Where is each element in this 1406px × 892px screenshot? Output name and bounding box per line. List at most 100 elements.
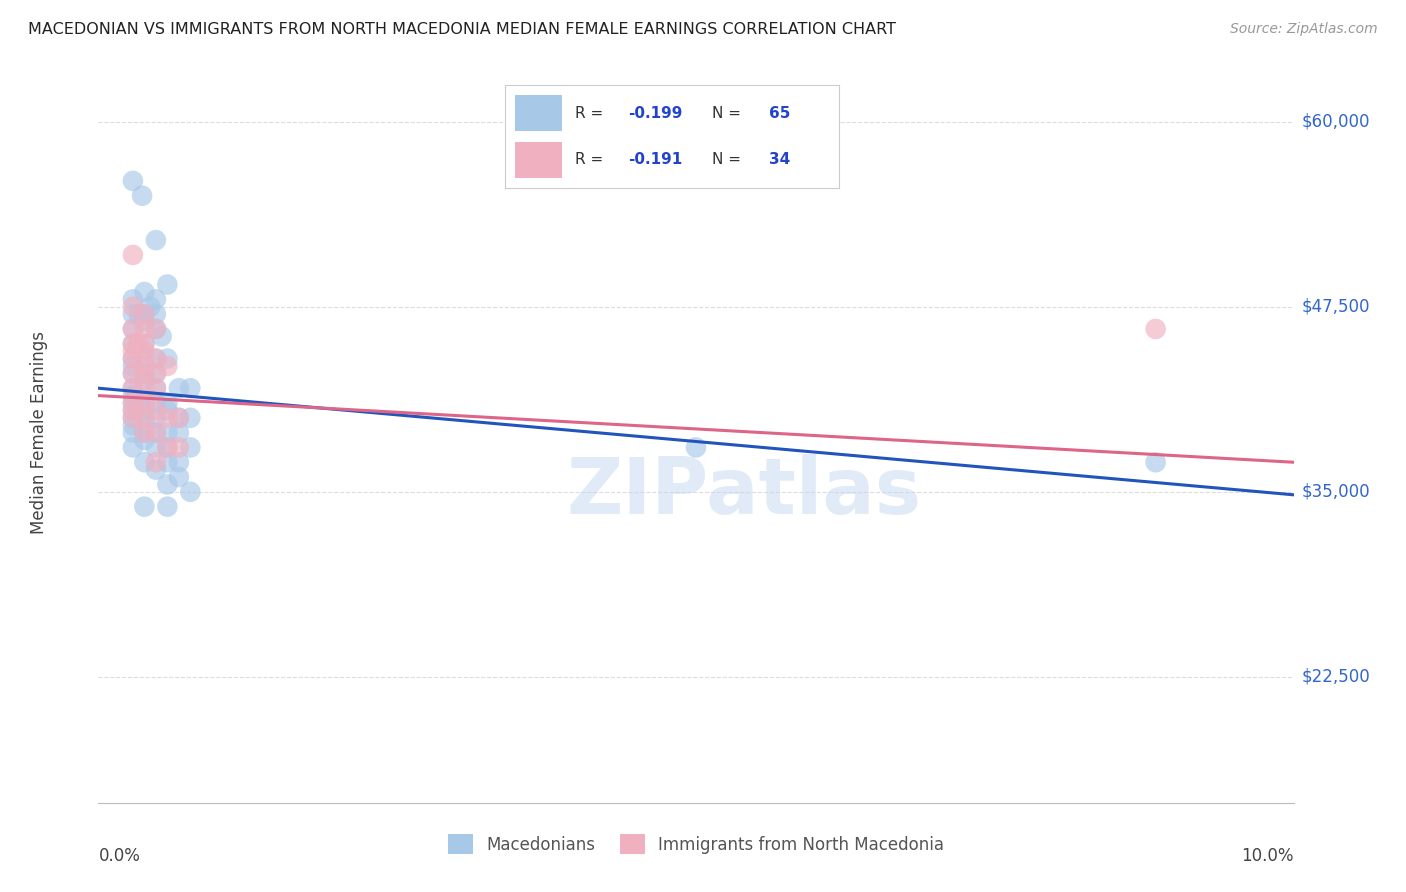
- Point: [134, 367, 156, 381]
- Text: $60,000: $60,000: [1302, 112, 1371, 130]
- Point: [134, 351, 156, 366]
- Point: [134, 455, 156, 469]
- Point: [145, 322, 167, 336]
- Point: [145, 455, 167, 469]
- Point: [145, 381, 167, 395]
- Point: [150, 329, 173, 343]
- Point: [122, 359, 145, 373]
- Point: [134, 410, 156, 425]
- Point: [167, 410, 190, 425]
- Point: [134, 381, 156, 395]
- Point: [156, 351, 179, 366]
- Point: [122, 396, 145, 410]
- Point: [156, 396, 179, 410]
- Point: [122, 300, 145, 314]
- Point: [134, 367, 156, 381]
- Text: $47,500: $47,500: [1302, 298, 1371, 316]
- Point: [145, 410, 167, 425]
- Point: [122, 293, 145, 307]
- Point: [145, 307, 167, 321]
- Point: [134, 425, 156, 440]
- Point: [134, 314, 156, 328]
- Point: [145, 367, 167, 381]
- Point: [134, 425, 156, 440]
- Point: [167, 470, 190, 484]
- Point: [122, 410, 145, 425]
- Point: [122, 389, 145, 403]
- Point: [167, 455, 190, 469]
- Legend: Macedonians, Immigrants from North Macedonia: Macedonians, Immigrants from North Maced…: [441, 828, 950, 861]
- Point: [145, 367, 167, 381]
- Point: [156, 277, 179, 292]
- Point: [145, 293, 167, 307]
- Point: [156, 477, 179, 491]
- Point: [122, 403, 145, 417]
- Point: [134, 307, 156, 321]
- Point: [145, 351, 167, 366]
- Text: 0.0%: 0.0%: [98, 847, 141, 865]
- Point: [128, 307, 150, 321]
- Point: [134, 396, 156, 410]
- Point: [179, 381, 201, 395]
- Point: [134, 410, 156, 425]
- Point: [145, 322, 167, 336]
- Point: [134, 322, 156, 336]
- Point: [167, 425, 190, 440]
- Point: [134, 336, 156, 351]
- Point: [145, 351, 167, 366]
- Point: [145, 233, 167, 247]
- Point: [156, 410, 179, 425]
- Point: [122, 381, 145, 395]
- Point: [145, 462, 167, 476]
- Point: [156, 441, 179, 455]
- Point: [156, 359, 179, 373]
- Point: [122, 367, 145, 381]
- Point: [134, 336, 156, 351]
- Text: $35,000: $35,000: [1302, 483, 1371, 500]
- Point: [145, 425, 167, 440]
- Point: [122, 403, 145, 417]
- Text: MACEDONIAN VS IMMIGRANTS FROM NORTH MACEDONIA MEDIAN FEMALE EARNINGS CORRELATION: MACEDONIAN VS IMMIGRANTS FROM NORTH MACE…: [28, 22, 896, 37]
- Point: [145, 441, 167, 455]
- Point: [134, 374, 156, 388]
- Point: [122, 418, 145, 433]
- Point: [1144, 455, 1167, 469]
- Point: [134, 396, 156, 410]
- Point: [122, 322, 145, 336]
- Point: [156, 500, 179, 514]
- Point: [122, 381, 145, 395]
- Text: 10.0%: 10.0%: [1241, 847, 1294, 865]
- Point: [145, 396, 167, 410]
- Point: [122, 336, 145, 351]
- Point: [134, 500, 156, 514]
- Point: [122, 351, 145, 366]
- Point: [156, 441, 179, 455]
- Point: [685, 441, 707, 455]
- Point: [134, 344, 156, 359]
- Point: [179, 410, 201, 425]
- Point: [134, 433, 156, 447]
- Point: [122, 396, 145, 410]
- Point: [145, 425, 167, 440]
- Point: [167, 410, 190, 425]
- Point: [167, 441, 190, 455]
- Point: [145, 403, 167, 417]
- Point: [122, 425, 145, 440]
- Point: [167, 381, 190, 395]
- Text: Median Female Earnings: Median Female Earnings: [30, 331, 48, 534]
- Point: [122, 174, 145, 188]
- Point: [134, 307, 156, 321]
- Text: ZIPatlas: ZIPatlas: [567, 454, 921, 530]
- Text: $22,500: $22,500: [1302, 668, 1371, 686]
- Point: [134, 359, 156, 373]
- Point: [122, 441, 145, 455]
- Point: [145, 381, 167, 395]
- Point: [179, 484, 201, 499]
- Point: [122, 307, 145, 321]
- Point: [156, 403, 179, 417]
- Point: [131, 188, 153, 202]
- Point: [1144, 322, 1167, 336]
- Point: [156, 455, 179, 469]
- Point: [134, 285, 156, 299]
- Point: [122, 248, 145, 262]
